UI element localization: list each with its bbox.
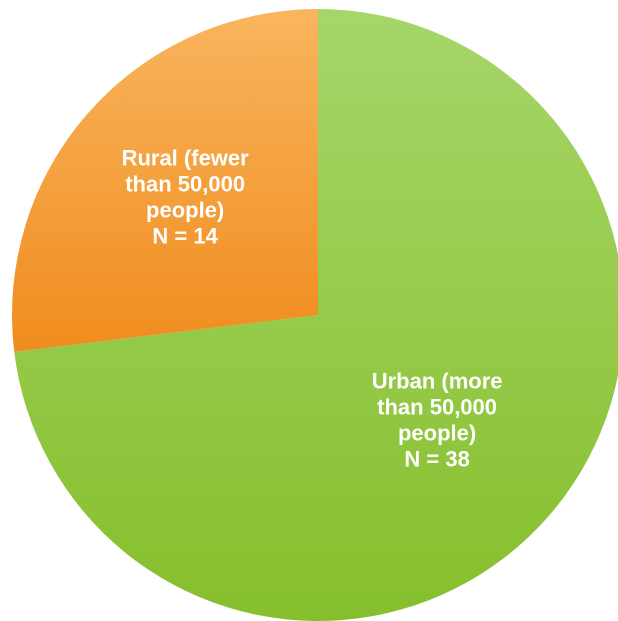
pie-slice-label-line: than 50,000 — [125, 171, 245, 196]
pie-slice-label-0: Urban (more than 50,000 people) N = 38 — [372, 369, 503, 472]
pie-slice-label-1: Rural (fewer than 50,000 people) N = 14 — [122, 145, 250, 248]
pie-slice-label-line: Rural (fewer — [122, 145, 250, 170]
pie-slice-label-line: N = 38 — [404, 447, 469, 472]
pie-slice-label-line: Urban (more — [372, 369, 503, 394]
pie-slice-1 — [11, 9, 318, 352]
pie-slice-label-line: people) — [146, 197, 224, 222]
pie-slice-label-line: N = 14 — [152, 223, 218, 248]
pie-slice-label-line: people) — [398, 421, 476, 446]
slices-layer — [11, 9, 618, 621]
labels-layer: Urban (more than 50,000 people) N = 38Rural… — [122, 145, 503, 471]
pie-slice-label-line: than 50,000 — [377, 395, 497, 420]
pie-slice-0 — [14, 9, 618, 621]
